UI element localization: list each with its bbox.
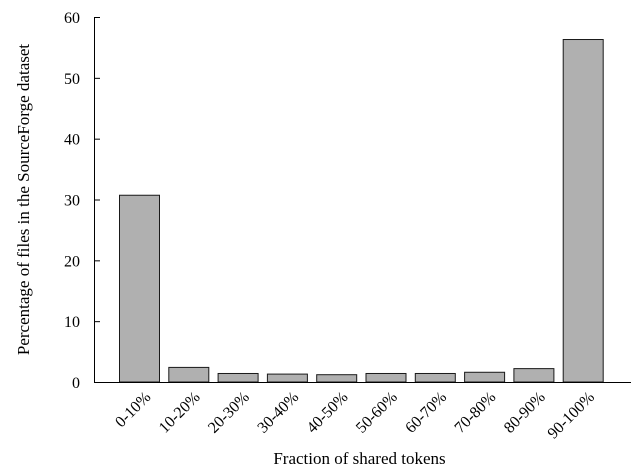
x-tick-label: 90-100% xyxy=(545,389,598,442)
y-tick-label: 50 xyxy=(64,71,80,88)
bar-60-70pct xyxy=(414,372,456,383)
y-tick-label: 20 xyxy=(64,253,80,270)
x-tick-label: 70-80% xyxy=(452,389,500,437)
x-tick-label: 20-30% xyxy=(205,389,253,437)
bar-40-50pct xyxy=(316,374,358,383)
y-ticks: 0 10 20 30 40 50 60 xyxy=(64,10,100,392)
x-axis-title: Fraction of shared tokens xyxy=(273,449,445,468)
y-tick-label: 0 xyxy=(72,375,80,392)
x-tick-label: 40-50% xyxy=(304,389,352,437)
bar-0-10pct xyxy=(119,194,160,383)
x-tick-label: 60-70% xyxy=(402,389,450,437)
axes-layer xyxy=(94,17,631,383)
x-tick-label: 50-60% xyxy=(353,389,401,437)
bar-80-90pct xyxy=(513,368,555,383)
bar-20-30pct xyxy=(217,372,259,383)
bar-10-20pct xyxy=(168,366,210,383)
x-ticks: 0-10% 10-20% 20-30% 30-40% 40-50% 50-60% 60-70… xyxy=(112,389,598,442)
y-tick-label: 30 xyxy=(64,193,80,210)
x-tick-label: 10-20% xyxy=(156,389,204,437)
bar-90-100pct xyxy=(562,39,604,383)
x-tick-label: 80-90% xyxy=(501,389,549,437)
bars-layer xyxy=(119,39,604,383)
y-axis-title: Percentage of files in the SourceForge d… xyxy=(14,44,33,356)
bar-50-60pct xyxy=(365,372,407,383)
x-tick-label: 0-10% xyxy=(112,389,154,431)
bar-70-80pct xyxy=(464,371,506,383)
y-tick-label: 10 xyxy=(64,314,80,331)
y-tick-label: 40 xyxy=(64,132,80,149)
x-tick-label: 30-40% xyxy=(254,389,302,437)
bar-30-40pct xyxy=(266,373,308,383)
y-tick-label: 60 xyxy=(64,10,80,27)
